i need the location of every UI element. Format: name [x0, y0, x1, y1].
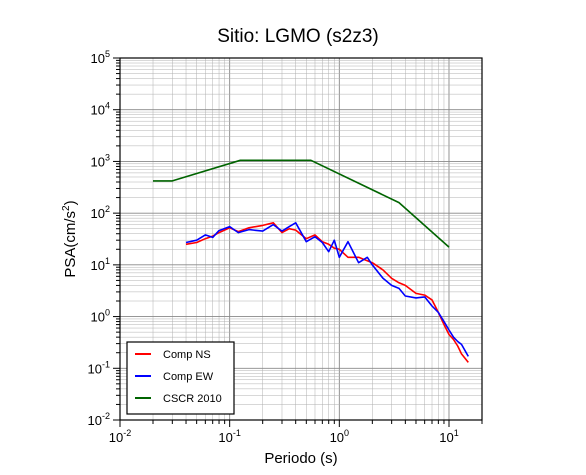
grid-lines: [119, 58, 483, 421]
y-tick-label: 102: [91, 204, 110, 221]
y-axis-label-main: PSA(cm/s: [62, 211, 79, 278]
cscr-2010-line: [153, 159, 450, 248]
x-tick-label: 101: [439, 428, 458, 445]
x-tick-labels: 10-2 10-1 100 101: [109, 428, 459, 445]
x-tick-label: 10-2: [109, 428, 131, 445]
y-axis-label: PSA(cm/s2): [61, 200, 79, 277]
y-tick-label: 101: [91, 256, 110, 273]
y-tick-label: 105: [91, 49, 110, 66]
comp-ew-line: [185, 222, 469, 357]
plot-frame: [119, 57, 483, 421]
y-tick-label: 103: [91, 152, 110, 169]
x-axis-label: Periodo (s): [264, 450, 337, 467]
legend-label-comp-ns: Comp NS: [163, 349, 211, 361]
legend-label-comp-ew: Comp EW: [163, 371, 214, 383]
y-tick-label: 100: [91, 308, 110, 325]
y-tick-label: 10-2: [88, 411, 110, 428]
data-series: [153, 159, 469, 363]
axis-ticks: [113, 57, 483, 427]
y-tick-label: 104: [91, 101, 110, 118]
x-tick-label: 100: [330, 428, 349, 445]
legend-label-cscr-2010: CSCR 2010: [163, 393, 222, 405]
x-tick-label: 10-1: [218, 428, 240, 445]
y-tick-label: 10-1: [88, 359, 110, 376]
y-tick-labels: 10-2 10-1 100 101 102 103 104 105: [88, 49, 110, 428]
chart-title: Sitio: LGMO (s2z3): [217, 26, 379, 47]
y-axis-label-end: ): [62, 200, 79, 205]
y-axis-label-superscript: 2: [61, 205, 72, 211]
legend: Comp NS Comp EW CSCR 2010: [126, 341, 235, 415]
